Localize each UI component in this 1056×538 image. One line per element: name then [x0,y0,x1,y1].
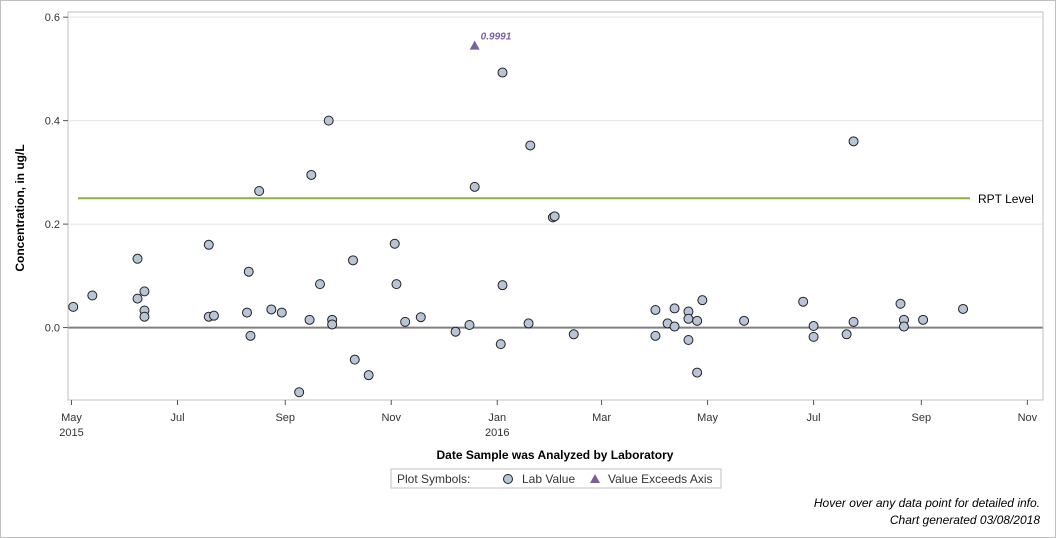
axes [67,11,1044,401]
data-points: 0.9991 [68,32,969,398]
data-point[interactable] [132,253,143,264]
data-point[interactable] [415,312,426,323]
legend-title: Plot Symbols: [397,472,470,486]
exceeds-axis-value-label: 0.9991 [481,32,512,43]
legend-box [390,468,722,489]
data-point[interactable] [139,286,150,297]
x-tick-year-label: 2016 [485,427,509,439]
y-axis-title: Concentration, in ug/L [13,144,27,271]
data-point[interactable] [68,301,79,312]
data-point[interactable] [203,239,214,250]
y-axis-ticks: 0.0 0.2 0.4 0.6 [45,12,68,335]
data-point[interactable] [895,298,906,309]
data-point[interactable] [349,354,360,365]
data-point[interactable] [306,169,317,180]
x-tick-label: Sep [912,412,932,424]
x-tick-label: Jul [807,412,821,424]
data-point[interactable] [391,279,402,290]
data-point[interactable] [469,181,480,192]
x-axis-title: Date Sample was Analyzed by Laboratory [437,448,674,462]
x-tick-label: Jan [488,412,506,424]
y-tick-label: 0.2 [45,219,60,231]
legend-label-lab-value: Lab Value [522,472,575,486]
data-point[interactable] [243,266,254,277]
x-axis-ticks: May 2015 Jul Sep Nov Jan 2016 Mar May Jul Sep Nov [59,400,1038,439]
data-point[interactable] [549,211,560,222]
data-point[interactable] [315,279,326,290]
data-point[interactable] [294,387,305,398]
data-point[interactable] [683,334,694,345]
x-tick-label: Mar [592,412,611,424]
data-point[interactable] [918,314,929,325]
data-point[interactable] [266,304,277,315]
data-point[interactable] [525,140,536,151]
data-point[interactable] [323,115,334,126]
data-point[interactable] [464,319,475,330]
generated-footnote: Chart generated 03/08/2018 [890,513,1040,527]
y-tick-label: 0.0 [45,323,60,335]
data-point[interactable] [304,314,315,325]
data-point[interactable] [400,316,411,327]
legend-circle-icon [503,474,513,484]
data-point[interactable] [254,185,265,196]
data-point[interactable] [808,331,819,342]
data-point[interactable] [683,313,694,324]
x-tick-label: Sep [275,412,295,424]
exceeds-axis-point[interactable] [469,40,480,50]
data-point[interactable] [697,295,708,306]
x-tick-label: Nov [1018,412,1038,424]
data-point[interactable] [692,315,703,326]
data-point[interactable] [798,296,809,307]
data-point[interactable] [348,255,359,266]
data-point[interactable] [450,326,461,337]
reference-line-layer: RPT Level [78,192,1034,206]
x-tick-label: May [697,412,718,424]
data-point[interactable] [208,310,219,321]
data-point[interactable] [363,370,374,381]
x-tick-year-label: 2015 [59,427,83,439]
data-point[interactable] [650,330,661,341]
data-point[interactable] [523,318,534,329]
data-point[interactable] [87,290,98,301]
data-point[interactable] [276,307,287,318]
data-point[interactable] [242,307,253,318]
data-point[interactable] [245,330,256,341]
data-point[interactable] [497,280,508,291]
x-tick-label: May [61,412,82,424]
data-point[interactable] [495,339,506,350]
hover-footnote: Hover over any data point for detailed i… [814,496,1040,510]
data-point[interactable] [497,67,508,78]
gridlines [68,16,1043,329]
data-point[interactable] [139,311,150,322]
data-point[interactable] [898,321,909,332]
plot-frame [67,11,1044,401]
data-point[interactable] [389,238,400,249]
y-tick-label: 0.4 [45,116,60,128]
y-tick-label: 0.6 [45,12,60,24]
rpt-level-label: RPT Level [978,192,1034,206]
data-point[interactable] [958,303,969,314]
data-point[interactable] [327,319,338,330]
data-point[interactable] [692,367,703,378]
data-point[interactable] [808,321,819,332]
legend: Plot Symbols: Lab Value Value Exceeds Ax… [390,468,722,489]
data-point[interactable] [669,303,680,314]
x-tick-label: Jul [170,412,184,424]
legend-label-exceeds-axis: Value Exceeds Axis [608,472,713,486]
data-point[interactable] [848,136,859,147]
data-point[interactable] [568,329,579,340]
data-point[interactable] [848,316,859,327]
data-point[interactable] [841,329,852,340]
data-point[interactable] [650,304,661,315]
data-point[interactable] [739,315,750,326]
x-tick-label: Nov [381,412,401,424]
legend-triangle-icon [590,474,600,483]
data-point[interactable] [132,293,143,304]
data-point[interactable] [669,321,680,332]
